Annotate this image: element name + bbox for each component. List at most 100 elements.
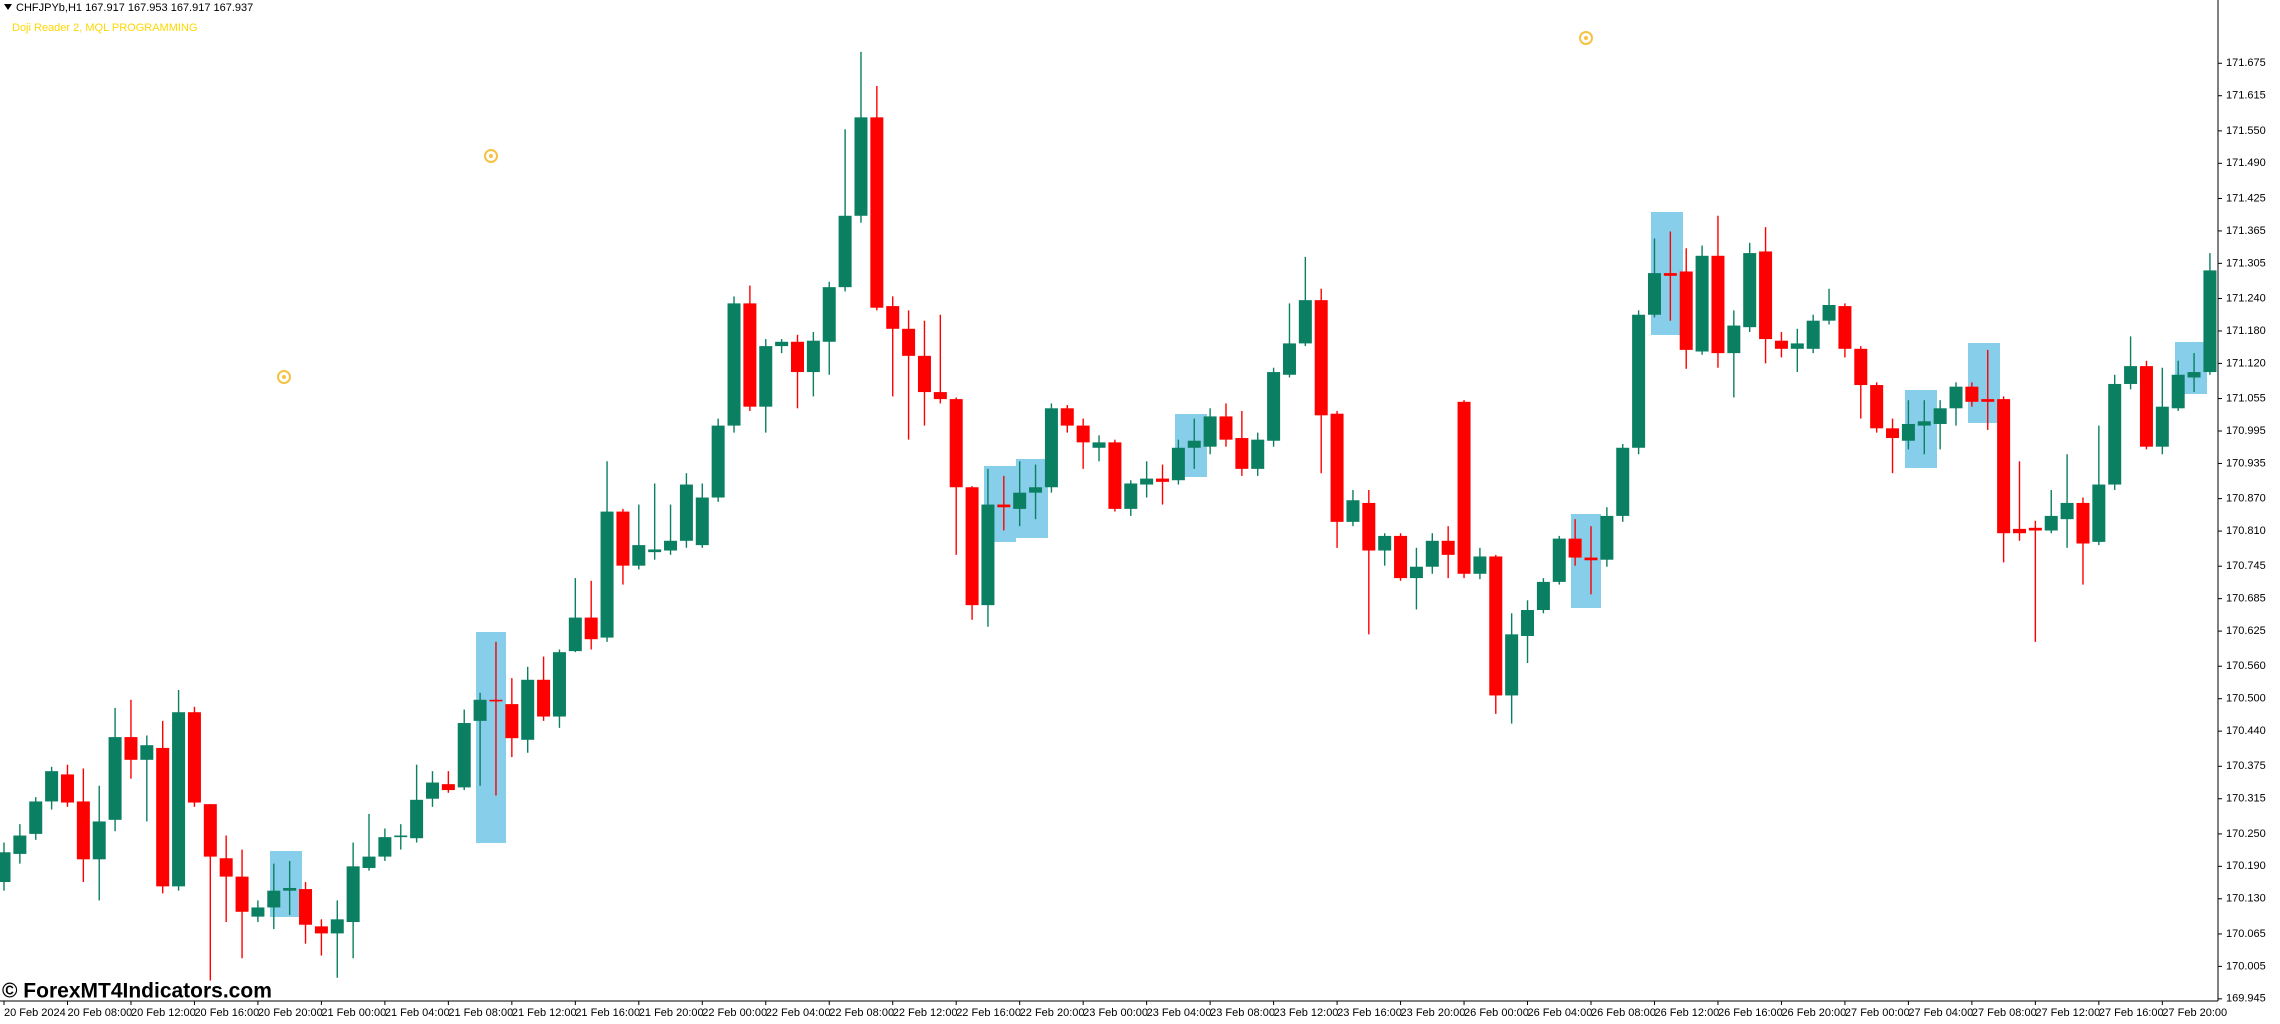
y-tick-label: 170.935	[2226, 457, 2266, 469]
candle-body	[854, 117, 868, 216]
y-tick-label: 171.055	[2226, 392, 2266, 404]
candle-body	[2139, 366, 2153, 447]
x-tick-label: 22 Feb 20:00	[1020, 1007, 1085, 1019]
candle-body	[1727, 325, 1741, 354]
candle-body	[1013, 492, 1027, 509]
candle-body	[1933, 408, 1947, 424]
x-tick-label: 27 Feb 08:00	[1972, 1007, 2037, 1019]
y-tick-label: 170.315	[2226, 793, 2266, 805]
x-tick-label: 22 Feb 00:00	[702, 1007, 767, 1019]
candle-body	[1362, 502, 1376, 551]
candle-body	[1774, 340, 1788, 349]
candle-body	[537, 679, 551, 717]
candle-body	[664, 540, 678, 551]
candle-body	[1203, 416, 1217, 447]
x-tick-label: 22 Feb 04:00	[766, 1007, 831, 1019]
candle-body	[838, 215, 852, 288]
y-tick-label: 171.675	[2226, 57, 2266, 69]
candle-body	[1076, 425, 1090, 443]
y-tick-label: 170.190	[2226, 860, 2266, 872]
candle-body	[1219, 416, 1233, 440]
candle-body	[489, 699, 503, 702]
candle-body	[679, 484, 693, 541]
y-tick-label: 170.625	[2226, 625, 2266, 637]
candle-body	[1743, 253, 1757, 328]
x-tick-label: 21 Feb 20:00	[639, 1007, 704, 1019]
candle-body	[600, 511, 614, 638]
doji-highlight	[1968, 343, 2000, 423]
candle-body	[806, 340, 820, 373]
x-tick-label: 20 Feb 16:00	[194, 1007, 259, 1019]
candle-body	[1536, 581, 1550, 611]
candle-body	[172, 712, 186, 887]
candle-body	[203, 804, 217, 857]
candle-body	[727, 303, 741, 426]
candle-body	[632, 545, 646, 566]
candle-body	[1473, 556, 1487, 574]
candle-body	[283, 887, 297, 891]
candle-body	[441, 784, 455, 791]
candle-body	[568, 617, 582, 652]
candle-body	[1505, 634, 1519, 696]
candle-body	[1409, 566, 1423, 579]
candle-body	[1425, 540, 1439, 567]
y-tick-label: 171.615	[2226, 90, 2266, 102]
candle-body	[2044, 515, 2058, 531]
candle-body	[60, 774, 74, 803]
x-tick-label: 26 Feb 20:00	[1781, 1007, 1846, 1019]
candle-body	[1378, 535, 1392, 551]
candle-body	[1552, 538, 1566, 582]
candle-body	[45, 771, 59, 802]
candle-body	[1647, 273, 1661, 315]
candle-body	[1251, 439, 1265, 469]
candle-body	[92, 821, 106, 860]
candle-body	[743, 303, 757, 407]
x-tick-label: 21 Feb 08:00	[448, 1007, 513, 1019]
candle-body	[997, 504, 1011, 508]
candle-body	[1759, 251, 1773, 340]
signal-icon	[484, 149, 498, 163]
y-tick-label: 170.005	[2226, 960, 2266, 972]
y-tick-label: 170.745	[2226, 560, 2266, 572]
y-tick-label: 171.365	[2226, 225, 2266, 237]
candle-body	[552, 652, 566, 717]
x-tick-label: 23 Feb 04:00	[1147, 1007, 1212, 1019]
candle-body	[346, 866, 360, 923]
candle-body	[1171, 447, 1185, 481]
candle-body	[1060, 408, 1074, 426]
candle-body	[1568, 538, 1582, 558]
candle-body	[2187, 372, 2201, 378]
candle-body	[1632, 314, 1646, 448]
candle-body	[1790, 343, 1804, 349]
y-tick-label: 171.305	[2226, 257, 2266, 269]
y-tick-label: 171.550	[2226, 125, 2266, 137]
candle-body	[0, 852, 11, 883]
candle-body	[1029, 487, 1043, 493]
doji-highlight	[476, 632, 506, 843]
candle-body	[711, 425, 725, 498]
candle-body	[1267, 372, 1281, 441]
watermark: © ForexMT4Indicators.com	[2, 980, 272, 1003]
candle-body	[1314, 300, 1328, 416]
y-tick-label: 170.440	[2226, 725, 2266, 737]
y-tick-label: 171.120	[2226, 357, 2266, 369]
candle-body	[187, 712, 201, 803]
candle-body	[886, 306, 900, 329]
symbol-header: CHFJPYb,H1 167.917 167.953 167.917 167.9…	[16, 2, 253, 14]
candle-body	[219, 858, 233, 877]
candle-body	[616, 511, 630, 566]
candle-body	[1330, 413, 1344, 522]
candle-body	[648, 549, 662, 553]
candle-body	[1838, 306, 1852, 349]
candle-body	[917, 355, 931, 393]
y-tick-label: 171.180	[2226, 325, 2266, 337]
candle-body	[1140, 478, 1154, 485]
candle-body	[1521, 610, 1535, 636]
candle-body	[1600, 515, 1614, 560]
candle-body	[505, 704, 519, 739]
x-tick-label: 21 Feb 12:00	[512, 1007, 577, 1019]
x-tick-label: 26 Feb 04:00	[1528, 1007, 1593, 1019]
x-tick-label: 26 Feb 16:00	[1718, 1007, 1783, 1019]
candle-body	[1949, 386, 1963, 409]
